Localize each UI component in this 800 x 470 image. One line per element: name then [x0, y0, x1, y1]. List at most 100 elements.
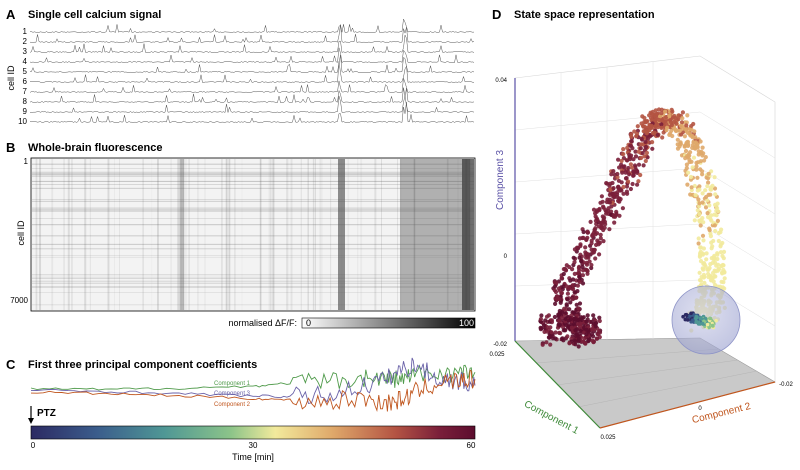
state-point — [577, 268, 582, 273]
state-point — [627, 155, 632, 160]
state-point — [559, 276, 564, 281]
state-point — [640, 151, 645, 156]
state-point — [670, 109, 675, 114]
state-point — [680, 110, 686, 115]
state-point — [563, 266, 568, 271]
heatmap-column — [225, 159, 228, 310]
state-point — [633, 149, 638, 154]
state-point — [692, 183, 697, 189]
state-point — [599, 194, 605, 199]
heatmap-column — [89, 159, 91, 310]
state-point — [694, 164, 699, 169]
heatmap-row — [32, 171, 474, 173]
heatmap-column — [414, 159, 416, 310]
state-point — [708, 187, 714, 192]
state-point — [663, 115, 669, 120]
state-point — [553, 284, 558, 289]
x-tick-1: 0.025 — [489, 352, 505, 358]
state-point — [645, 119, 650, 124]
state-point — [655, 132, 660, 137]
heatmap-column — [314, 159, 316, 310]
state-point — [549, 330, 554, 335]
state-point — [567, 285, 572, 290]
heatmap-row — [32, 248, 474, 250]
heatmap-column — [321, 159, 323, 310]
state-point — [685, 113, 690, 118]
state-point — [701, 238, 706, 243]
heatmap-row — [32, 235, 474, 237]
state-point — [553, 301, 558, 306]
panel-b-ylabel: cell ID — [16, 220, 26, 246]
state-point — [695, 144, 700, 149]
state-point — [573, 333, 578, 338]
state-point — [564, 302, 569, 307]
state-point — [659, 125, 664, 130]
heatmap-row — [32, 163, 474, 165]
state-point — [715, 206, 720, 211]
baseline-point — [705, 322, 710, 327]
state-point — [692, 129, 697, 134]
heatmap-row — [32, 275, 474, 277]
state-point — [702, 158, 707, 163]
pc-lines — [30, 357, 476, 413]
state-point — [580, 281, 586, 286]
state-point — [597, 315, 602, 320]
state-point — [686, 170, 691, 175]
state-point — [574, 302, 579, 307]
heatmap-row — [32, 207, 474, 209]
heatmap-column — [221, 159, 223, 310]
state-point — [550, 336, 556, 341]
state-point — [597, 252, 602, 257]
state-point — [570, 283, 575, 288]
state-point — [588, 219, 593, 224]
panel-b-letter: B — [6, 140, 15, 155]
state-point — [596, 224, 602, 229]
state-point — [571, 286, 576, 292]
state-point — [720, 253, 725, 259]
state-point — [620, 170, 625, 175]
heatmap-row — [32, 174, 474, 175]
state-point — [585, 229, 590, 234]
state-point — [659, 111, 664, 116]
state-point — [578, 322, 583, 327]
calcium-trace — [29, 24, 475, 43]
state-point — [589, 247, 594, 252]
state-point — [557, 288, 563, 293]
time-tick-30: 30 — [249, 441, 258, 450]
cell-id-label: 1 — [23, 27, 28, 36]
x-tick-2: 0 — [698, 406, 702, 412]
baseline-point — [714, 318, 718, 323]
heatmap-column — [114, 159, 115, 310]
state-point — [560, 336, 565, 341]
state-point — [704, 194, 709, 200]
heatmap-band — [462, 159, 474, 310]
state-point — [593, 324, 598, 329]
heatmap-column — [228, 159, 231, 310]
heatmap-column — [51, 159, 54, 310]
state-point — [630, 181, 635, 187]
heatmap-row — [32, 181, 474, 182]
state-point — [552, 280, 558, 285]
state-point — [691, 121, 696, 127]
state-point — [679, 132, 684, 137]
calcium-trace — [30, 61, 475, 83]
state-point — [590, 232, 595, 237]
state-point — [590, 338, 595, 343]
heatmap-column — [85, 159, 87, 310]
state-point — [563, 316, 568, 321]
state-point — [598, 236, 603, 241]
state-point — [545, 325, 550, 330]
time-colorbar — [30, 425, 476, 440]
state-point — [639, 121, 644, 126]
heatmap-row — [32, 292, 474, 293]
state-point — [671, 115, 676, 120]
state-point — [631, 173, 636, 178]
state-point — [690, 165, 695, 170]
state-point — [632, 163, 638, 168]
state-point — [616, 185, 621, 190]
floor-grid-line — [556, 359, 739, 386]
state-point — [636, 179, 641, 184]
baseline-point — [708, 316, 713, 321]
state-point — [722, 276, 727, 281]
state-point — [565, 334, 570, 339]
